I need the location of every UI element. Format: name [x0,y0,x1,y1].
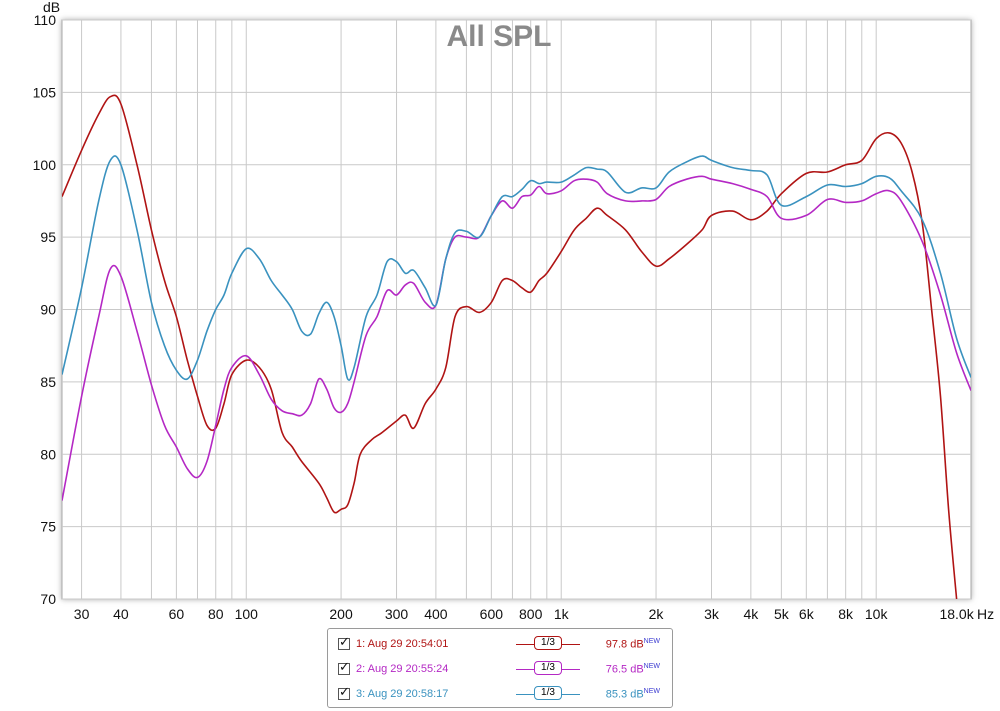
legend-checkbox-2[interactable] [338,660,350,675]
x-tick-label: 4k [743,606,759,622]
y-tick-label: 85 [40,374,56,390]
legend-label-1: 1: Aug 29 20:54:01 [356,638,449,650]
x-tick-label: 40 [113,606,129,622]
x-tick-label: 60 [169,606,185,622]
smoothing-badge-1[interactable]: 1/3 [516,635,580,653]
x-tick-label: 2k [649,606,665,622]
legend-value-3: 85.3 dBNEW [600,688,660,701]
y-axis-ticks: 70 75 80 85 90 95 100 105 110 [33,12,57,607]
smoothing-badge-2[interactable]: 1/3 [516,660,580,678]
y-tick-label: 70 [40,591,56,607]
new-badge-2: NEW [643,662,660,670]
legend-value-1: 97.8 dBNEW [600,638,660,651]
series-layer [62,94,971,599]
chart-title: All SPL [446,20,551,53]
x-tick-label: 5k [774,606,790,622]
legend-entry-2[interactable]: 2: Aug 29 20:55:24 1/3 76.5 dBNEW [338,660,660,678]
smoothing-badge-3[interactable]: 1/3 [516,685,580,703]
new-badge-1: NEW [643,637,660,645]
x-tick-label: 3k [704,606,720,622]
legend-checkbox-1[interactable] [338,635,350,650]
x-tick-label: 6k [799,606,815,622]
x-tick-label: 600 [480,606,504,622]
y-tick-label: 105 [33,84,57,100]
x-tick-label: 100 [235,606,259,622]
legend-value-text-3: 85.3 dB [605,688,644,701]
spl-chart: All SPL 70 75 80 85 90 95 100 105 110 30 40 60 80 10… [33,0,994,622]
x-tick-label: 8k [838,606,854,622]
x-tick-label: 400 [424,606,448,622]
series-line-1 [62,94,958,599]
legend-value-2: 76.5 dBNEW [600,663,660,676]
x-tick-label: 18.0k [939,606,974,622]
x-axis-ticks: 30 40 60 80 100 200 300 400 600 800 1k 2k 3k 4k 5k 6k 8k… [74,606,975,622]
legend-label-2: 2: Aug 29 20:55:24 [356,663,449,675]
legend: 1: Aug 29 20:54:01 1/3 97.8 dBNEW 2: Aug… [327,628,673,708]
new-badge-3: NEW [643,687,660,695]
legend-label-3: 3: Aug 29 20:58:17 [356,688,449,700]
y-tick-label: 100 [33,157,57,173]
legend-value-text-2: 76.5 dB [605,663,644,676]
legend-entry-3[interactable]: 3: Aug 29 20:58:17 1/3 85.3 dBNEW [338,685,660,703]
x-tick-label: 30 [74,606,90,622]
x-tick-label: 80 [208,606,224,622]
y-tick-label: 110 [34,12,57,28]
smoothing-text-2: 1/3 [534,661,562,675]
x-tick-label: 800 [519,606,543,622]
x-tick-label: 10k [865,606,889,622]
smoothing-text-1: 1/3 [534,636,562,650]
y-axis-label: dB [43,0,60,15]
legend-checkbox-3[interactable] [338,685,350,700]
y-tick-label: 75 [40,519,56,535]
y-tick-label: 95 [40,229,56,245]
x-tick-label: 1k [554,606,570,622]
y-tick-label: 80 [40,446,56,462]
legend-entry-1[interactable]: 1: Aug 29 20:54:01 1/3 97.8 dBNEW [338,635,660,653]
x-tick-label: 300 [385,606,409,622]
y-tick-label: 90 [40,302,56,318]
x-axis-label: Hz [977,606,994,622]
smoothing-text-3: 1/3 [534,686,562,700]
legend-value-text-1: 97.8 dB [605,638,644,651]
x-tick-label: 200 [329,606,353,622]
series-line-3 [62,155,971,381]
grid [62,19,971,600]
